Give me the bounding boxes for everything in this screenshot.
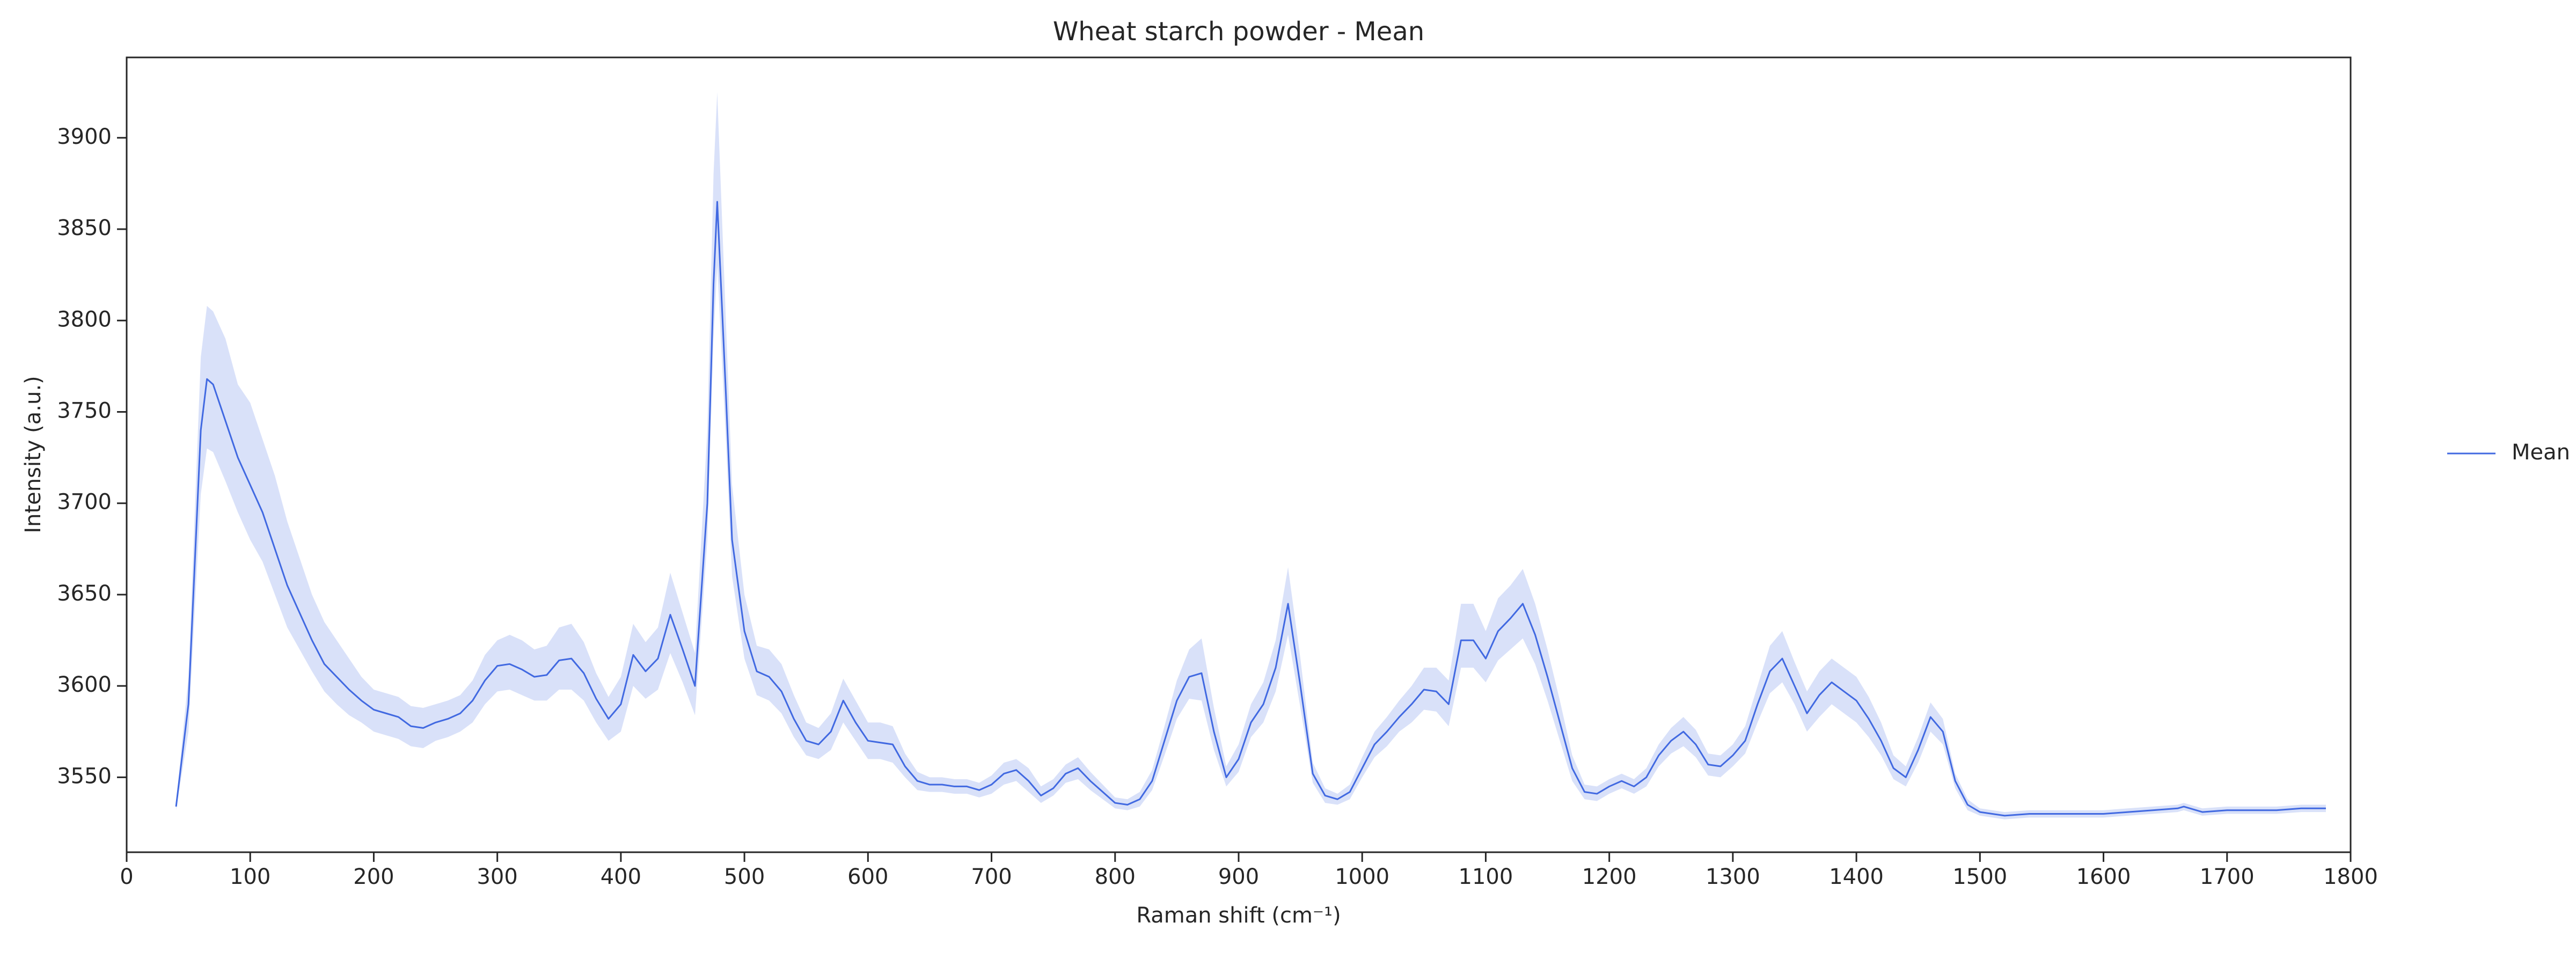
x-tick-label: 800	[1095, 865, 1136, 889]
x-tick-label: 600	[847, 865, 888, 889]
y-tick-label: 3800	[57, 307, 112, 332]
x-tick-label: 1100	[1459, 865, 1513, 889]
x-tick-label: 1600	[2076, 865, 2131, 889]
y-tick-label: 3600	[57, 672, 112, 697]
y-tick-label: 3750	[57, 398, 112, 423]
y-tick-label: 3650	[57, 581, 112, 606]
y-tick-label: 3850	[57, 216, 112, 240]
line	[175, 201, 2326, 817]
x-tick-label: 1300	[1706, 865, 1760, 889]
x-tick-label: 1500	[1952, 865, 2007, 889]
x-tick-label: 200	[353, 865, 394, 889]
x-tick-label: 0	[120, 865, 133, 889]
x-tick-label: 900	[1218, 865, 1259, 889]
y-tick-label: 3900	[57, 125, 112, 149]
chart-title: Wheat starch powder - Mean	[1053, 17, 1424, 47]
x-tick-label: 1700	[2200, 865, 2255, 889]
legend-label: Mean	[2512, 440, 2570, 465]
y-tick-label: 3550	[57, 764, 112, 788]
y-axis-label: Intensity (a.u.)	[21, 376, 46, 533]
x-tick-label: 1400	[1829, 865, 1884, 889]
x-tick-label: 500	[724, 865, 765, 889]
x-tick-label: 300	[477, 865, 517, 889]
plot-frame	[126, 56, 2352, 853]
x-axis-label: Raman shift (cm⁻¹)	[1136, 903, 1341, 928]
x-tick-label: 700	[971, 865, 1012, 889]
y-tick-label: 3700	[57, 490, 112, 515]
x-tick-label: 1200	[1582, 865, 1637, 889]
x-tick-label: 1800	[2323, 865, 2378, 889]
x-tick-label: 100	[230, 865, 270, 889]
x-tick-label: 1000	[1335, 865, 1389, 889]
error-band	[176, 92, 2326, 819]
x-tick-label: 400	[601, 865, 641, 889]
